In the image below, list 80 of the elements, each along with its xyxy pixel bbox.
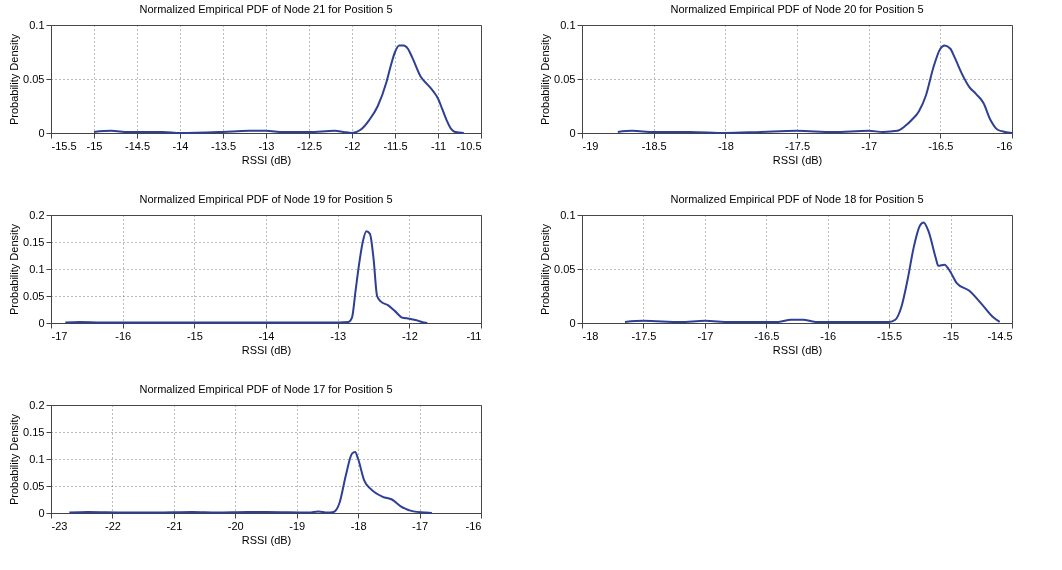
y-tick-label: 0.1 <box>29 452 45 465</box>
x-tick-label: -17.5 <box>784 139 811 152</box>
x-tick-label: -15 <box>186 329 203 342</box>
x-tick-label: -22 <box>104 519 121 532</box>
x-tick-label: -14 <box>258 329 275 342</box>
y-tick-label: 0.05 <box>554 72 576 85</box>
x-tick-label: -20 <box>227 519 244 532</box>
y-tick-label: 0 <box>569 126 576 139</box>
x-tick-label: -12 <box>344 139 361 152</box>
chart-title: Normalized Empirical PDF of Node 21 for Position 5 <box>139 3 393 15</box>
line-series <box>64 230 429 324</box>
y-tick-label: 0.1 <box>29 262 45 275</box>
x-tick-label: -13 <box>258 139 275 152</box>
y-tick-label: 0.05 <box>23 72 45 85</box>
x-tick-label: -15.5 <box>51 139 77 152</box>
x-tick-label: -12 <box>401 329 418 342</box>
x-axis-title: RSSI (dB) <box>241 533 292 546</box>
y-tick-label: 0.15 <box>23 235 45 248</box>
x-tick-label: -17 <box>861 139 878 152</box>
y-axis-title: Probability Density <box>539 33 552 126</box>
x-tick-label: -17 <box>51 329 68 342</box>
y-tick-label: 0.15 <box>23 425 45 438</box>
x-tick-label: -16 <box>465 519 482 532</box>
y-tick-label: 0 <box>569 316 576 329</box>
x-axis-title: RSSI (dB) <box>241 343 292 356</box>
x-tick-label: -17 <box>697 329 714 342</box>
y-tick-label: 0.05 <box>23 289 45 302</box>
y-tick-label: 0.2 <box>29 398 45 411</box>
x-tick-label: -18 <box>582 329 599 342</box>
x-tick-label: -12.5 <box>296 139 323 152</box>
x-tick-label: -19 <box>289 519 306 532</box>
x-tick-label: -13 <box>330 329 347 342</box>
x-axis-title: RSSI (dB) <box>772 153 823 166</box>
chart-title: Normalized Empirical PDF of Node 19 for Position 5 <box>139 193 393 205</box>
y-tick-label: 0.1 <box>560 208 576 221</box>
y-axis-title: Probability Density <box>8 33 21 126</box>
x-tick-label: -17.5 <box>631 329 657 342</box>
x-axis-title: RSSI (dB) <box>772 343 823 356</box>
x-tick-label: -11.5 <box>383 139 408 152</box>
y-axis-title: Probability Density <box>539 223 552 316</box>
line-series <box>68 450 433 514</box>
y-tick-label: 0.05 <box>554 262 576 275</box>
x-tick-label: -16.5 <box>754 329 780 342</box>
x-tick-label: -14 <box>172 139 189 152</box>
x-tick-label: -14.5 <box>987 329 1013 342</box>
x-tick-label: -11 <box>430 139 447 152</box>
y-axis-title: Probability Density <box>8 413 21 506</box>
chart-title: Normalized Empirical PDF of Node 20 for Position 5 <box>670 3 924 15</box>
chart-title: Normalized Empirical PDF of Node 18 for Position 5 <box>670 193 924 205</box>
line-series <box>93 44 465 134</box>
x-tick-label: -21 <box>166 519 183 532</box>
x-tick-label: -17 <box>412 519 429 532</box>
x-tick-label: -16 <box>820 329 837 342</box>
x-axis-title: RSSI (dB) <box>241 153 292 166</box>
x-tick-label: -15 <box>86 139 103 152</box>
x-tick-label: -13.5 <box>210 139 237 152</box>
line-series <box>624 221 1001 323</box>
x-tick-label: -10.5 <box>456 139 482 152</box>
chart-title: Normalized Empirical PDF of Node 17 for Position 5 <box>139 383 393 395</box>
y-tick-label: 0 <box>38 506 45 519</box>
x-tick-label: -14.5 <box>124 139 151 152</box>
y-tick-label: 0 <box>38 126 45 139</box>
y-tick-label: 0.1 <box>560 18 576 31</box>
x-tick-label: -18 <box>717 139 734 152</box>
y-tick-label: 0.1 <box>29 18 45 31</box>
x-tick-label: -16.5 <box>928 139 954 152</box>
y-axis-title: Probability Density <box>8 223 21 316</box>
y-tick-label: 0 <box>38 316 45 329</box>
line-series <box>616 44 1013 134</box>
x-tick-label: -15 <box>943 329 960 342</box>
x-tick-label: -16 <box>115 329 132 342</box>
x-tick-label: -19 <box>582 139 599 152</box>
x-tick-label: -11 <box>466 329 482 342</box>
x-tick-label: -18 <box>350 519 367 532</box>
x-tick-label: -18.5 <box>641 139 667 152</box>
y-tick-label: 0.2 <box>29 208 45 221</box>
x-tick-label: -15.5 <box>877 329 903 342</box>
x-tick-label: -16 <box>996 139 1013 152</box>
x-tick-label: -23 <box>51 519 68 532</box>
y-tick-label: 0.05 <box>23 479 45 492</box>
